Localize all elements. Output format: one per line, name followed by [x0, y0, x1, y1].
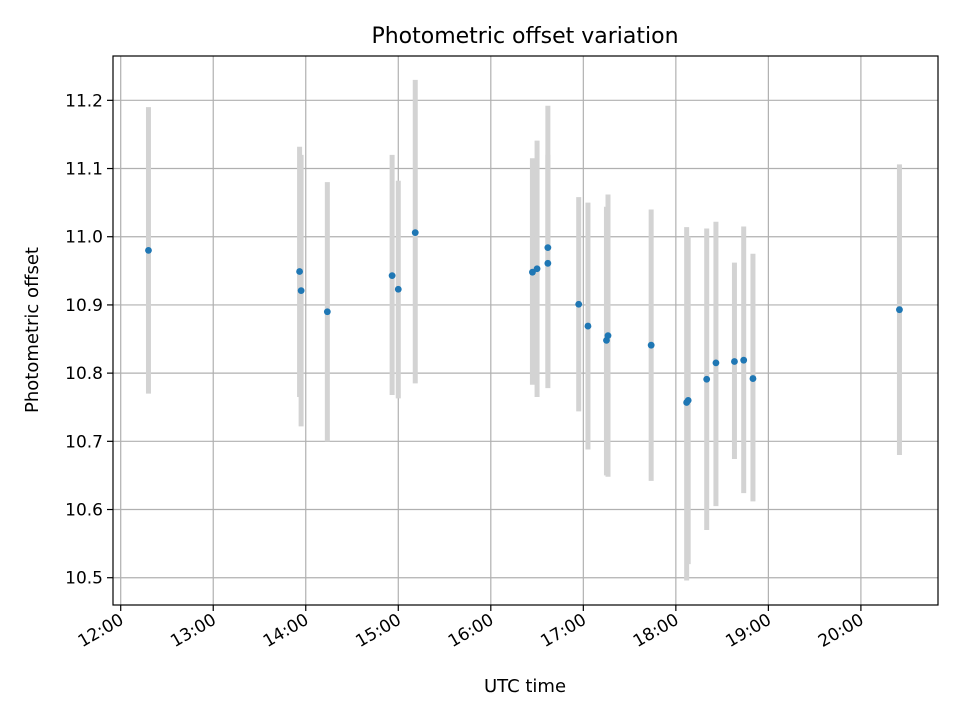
- y-tick-label: 10.8: [65, 364, 103, 384]
- data-point: [388, 272, 396, 279]
- data-point: [604, 332, 612, 340]
- plot-area-background: [113, 56, 938, 605]
- grid-layer: [113, 56, 938, 605]
- y-tick-label: 11.1: [65, 160, 103, 180]
- data-point: [749, 375, 757, 382]
- data-point: [712, 359, 720, 367]
- point-layer: [145, 229, 903, 406]
- data-point: [703, 375, 711, 383]
- data-point: [684, 397, 692, 404]
- y-tick-label: 10.9: [65, 296, 103, 316]
- y-tick-label: 10.5: [65, 569, 103, 589]
- chart-title: Photometric offset variation: [371, 24, 678, 49]
- data-point: [145, 246, 152, 254]
- y-tick-label: 11.0: [65, 228, 103, 248]
- data-point: [896, 306, 903, 314]
- data-point: [323, 308, 331, 316]
- data-point: [731, 358, 738, 365]
- x-axis-label: UTC time: [484, 676, 566, 697]
- data-point: [575, 300, 583, 308]
- data-point: [394, 285, 402, 293]
- data-point: [533, 265, 541, 273]
- plot-frame: [112, 55, 939, 606]
- y-axis-label: Photometric offset: [22, 247, 43, 413]
- y-tick-label: 11.2: [65, 91, 103, 111]
- data-point: [544, 259, 552, 267]
- data-point: [584, 322, 592, 330]
- y-tick-label: 10.7: [65, 432, 103, 452]
- data-point: [297, 287, 305, 295]
- data-point: [647, 341, 655, 349]
- data-point: [411, 229, 419, 237]
- data-point: [296, 268, 303, 275]
- data-point: [740, 356, 748, 364]
- y-tick-label: 10.6: [65, 501, 103, 521]
- data-point: [544, 244, 552, 252]
